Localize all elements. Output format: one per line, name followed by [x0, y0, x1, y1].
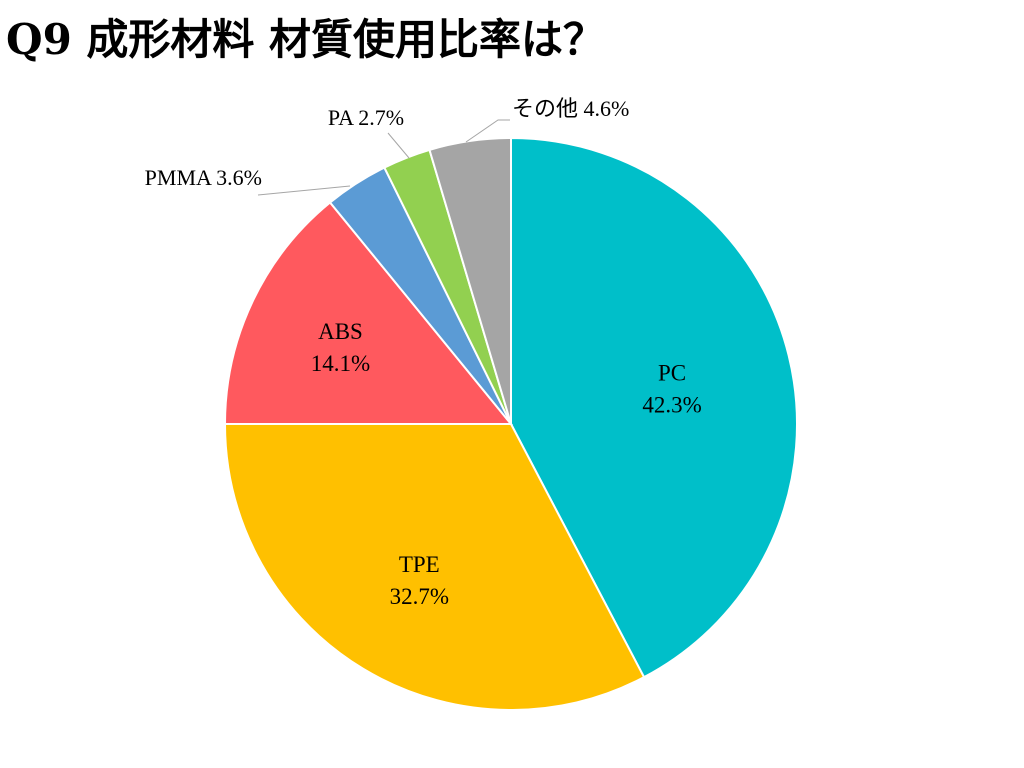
leader-line-pa	[387, 132, 410, 159]
slice-label-tpe: TPE	[399, 552, 440, 577]
pie-slices	[223, 136, 798, 711]
slice-value-tpe: 32.7%	[390, 584, 449, 609]
data-labels: PC 42.3% TPE 32.7% ABS 14.1% PMMA 3.6% PA 2.7% そ…	[145, 96, 702, 609]
outer-label-pmma: PMMA 3.6%	[145, 165, 262, 190]
slice-label-pc: PC	[658, 360, 686, 385]
pie-slice-tpe	[223, 423, 646, 711]
slice-value-abs: 14.1%	[311, 351, 370, 376]
pie-slice-pc	[510, 136, 798, 679]
slice-label-abs: ABS	[318, 319, 363, 344]
chart-title: Q9 成形材料 材質使用比率は？	[6, 15, 606, 64]
outer-label-pa: PA 2.7%	[328, 105, 404, 130]
slice-value-pc: 42.3%	[642, 392, 701, 417]
outer-label-other: その他 4.6%	[512, 96, 629, 121]
leader-line-pmma	[257, 185, 351, 196]
pie-slice-abs	[223, 201, 514, 425]
leader-line-other	[465, 119, 510, 143]
pie-slice-other	[428, 136, 512, 425]
leader-lines	[257, 119, 510, 196]
